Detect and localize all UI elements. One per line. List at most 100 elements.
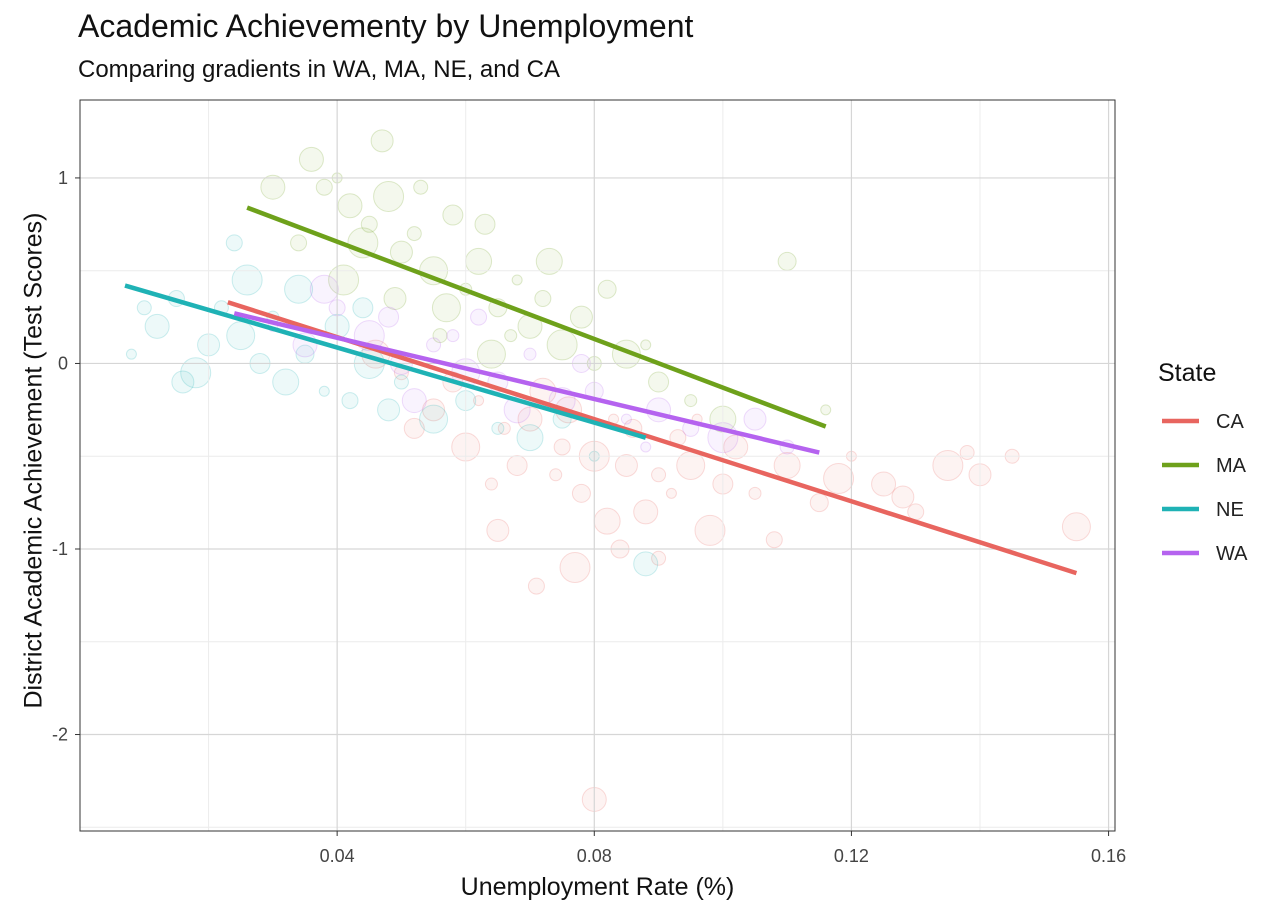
scatter-point-ma [315,178,333,196]
scatter-point-ca [559,552,591,584]
scatter-point-wa [401,388,427,414]
scatter-point-ma [476,339,506,369]
scatter-point-ca [932,450,964,481]
scatter-point-ca [422,398,446,422]
scatter-point-ma [546,329,578,361]
scatter-point-ca [593,507,621,535]
scatter-point-ma [389,240,413,264]
y-tick-label: 1 [58,168,68,188]
scatter-point-ma [328,264,360,296]
scatter-point-wa [620,413,632,425]
scatter-point-ne [352,297,374,319]
scatter-point-ca [823,462,855,494]
scatter-point-ca [651,467,667,483]
legend-label-wa: WA [1216,543,1248,565]
scatter-point-ne [516,424,544,452]
scatter-point-ne [272,368,300,396]
scatter-point-ne [491,421,505,435]
panel-border [79,99,1116,832]
scatter-point-wa [743,407,767,431]
scatter-point-ma [406,226,422,242]
grid [80,100,1115,831]
scatter-point-ma [383,287,407,311]
scatter-point-wa [426,337,442,353]
scatter-point-ma [648,371,670,393]
scatter-point-wa [523,347,537,361]
scatter-point-ca [614,454,638,477]
scatter-point-ne [393,374,409,390]
scatter-point-ma [432,328,448,344]
scatter-point-ca [527,577,545,595]
scatter-point-ne [419,404,449,434]
scatter-point-ca [748,486,762,500]
scatter-point-ma [298,146,324,172]
scatter-point-ne [226,321,256,351]
scatter-point-ca [486,518,510,542]
y-tick-label: 0 [58,353,68,373]
scatter-point-wa [446,329,460,343]
x-tick-label: 0.12 [834,846,869,866]
scatter-point-ma [534,290,552,308]
scatter-point-ma [504,329,518,343]
scatter-point-ca [907,503,925,521]
scatter-point-ma [337,193,363,219]
scatter-point-wa [640,441,652,453]
scatter-point-ma [442,204,464,226]
scatter-point-ca [403,417,425,439]
x-tick-label: 0.16 [1091,846,1126,866]
scatter-point-ne [180,357,212,389]
scatter-point-ca [497,421,511,435]
scatter-point-ma [290,234,308,252]
scatter-point-ca [1061,512,1091,542]
scatter-point-ne [125,348,137,360]
scatter-point-wa [470,308,488,326]
scatter-point-ca [765,531,783,549]
scatter-point-ne [284,274,314,304]
scatter-point-ca [517,406,543,432]
x-axis-ticks: 0.04 0.08 0.12 0.16 [320,831,1126,866]
scatter-point-ne [318,385,330,397]
scatter-point-wa [378,306,400,328]
legend-label-ma: MA [1216,455,1247,477]
trend-line-wa [233,311,820,455]
scatter-point-ne [341,392,359,410]
scatter-point-ma [431,293,461,323]
scatter-point-ma [597,279,617,299]
scatter-points [125,129,1091,812]
trend-line-ma [246,205,827,429]
y-tick-label: -2 [52,725,68,745]
scatter-point-ma [640,339,652,351]
scatter-point-ca [473,395,485,407]
y-tick-label: -1 [52,539,68,559]
scatter-point-ca [891,485,915,509]
scatter-point-ca [553,438,571,456]
x-tick-label: 0.04 [320,846,355,866]
scatter-point-ne [171,370,195,394]
legend-label-ca: CA [1216,411,1244,433]
y-axis-title: District Academic Achievement (Test Scor… [20,213,48,709]
scatter-point-ma [820,404,832,416]
scatter-point-ca [549,468,563,482]
scatter-point-ca [651,550,667,566]
scatter-point-ma [370,129,394,153]
scatter-point-ma [511,274,523,286]
legend-label-ne: NE [1216,499,1244,521]
scatter-point-ma [684,394,698,408]
scatter-point-ne [231,264,263,296]
scatter-point-ne [633,551,659,577]
scatter-point-ca [809,493,829,513]
scatter-point-ca [871,471,897,497]
scatter-point-ne [136,300,152,316]
scatter-point-ca [633,499,659,525]
scatter-point-ca [665,487,677,499]
scatter-point-ca [484,477,498,491]
x-axis-title: Unemployment Rate (%) [461,873,735,901]
scatter-point-ca [571,483,591,503]
scatter-point-ca [506,455,528,476]
scatter-point-ma [474,213,496,235]
x-tick-label: 0.08 [577,846,612,866]
legend-title: State [1158,359,1216,387]
scatter-point-ma [413,179,429,195]
scatter-point-ne [144,313,170,339]
